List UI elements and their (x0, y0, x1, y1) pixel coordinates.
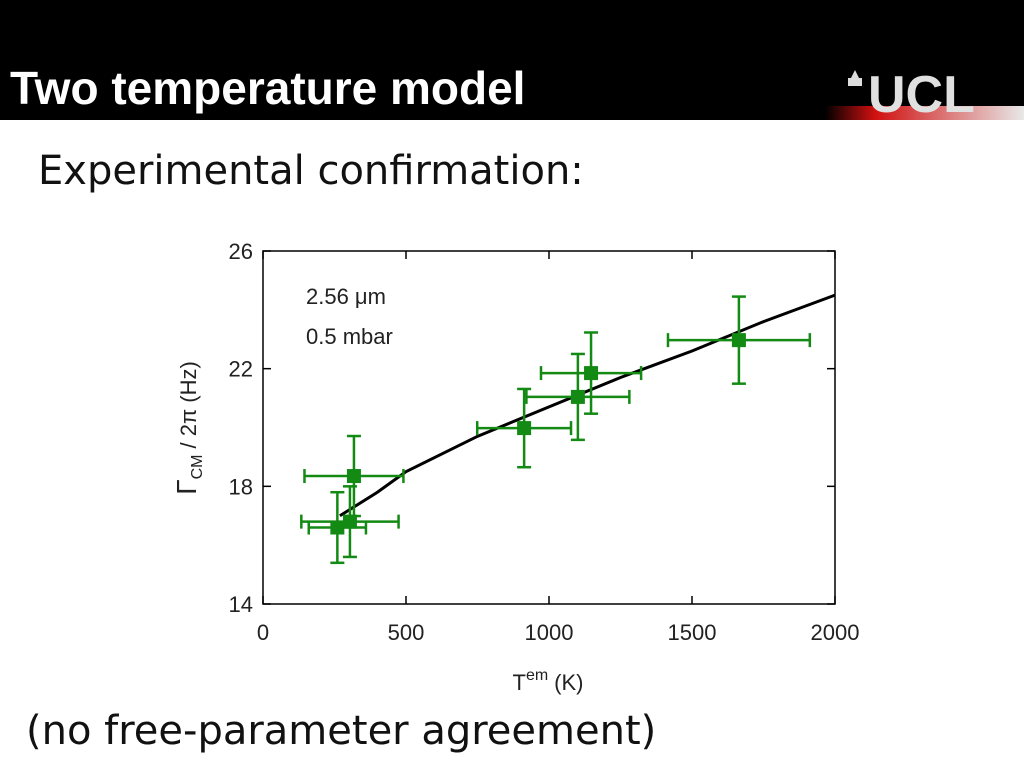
point (584, 366, 599, 381)
x-tick-label: 2000 (811, 620, 860, 645)
footer-note: (no free-parameter agreement) (26, 708, 656, 754)
x-tick-label: 500 (388, 620, 425, 645)
logo-dome (848, 70, 862, 86)
point (330, 520, 345, 535)
x-tick-label: 1000 (525, 620, 574, 645)
y-tick-label: 14 (229, 592, 253, 617)
y-tick-label: 26 (229, 239, 253, 264)
point (570, 389, 585, 404)
point (342, 514, 357, 529)
y-tick-label: 18 (229, 474, 253, 499)
y-label-rest: / 2π (Hz) (176, 361, 201, 448)
fit-curve (339, 293, 836, 518)
x-label-base: T (512, 670, 525, 695)
x-axis-label: Tem (K) (512, 667, 583, 695)
logo: UCL (868, 66, 975, 124)
point (346, 469, 361, 484)
x-tick-label: 1500 (668, 620, 717, 645)
y-label-base: Γ (171, 479, 202, 494)
chart: 0 500 1000 1500 2000 14 18 22 26 Tem (K) ΓCM / 2π (H… (171, 239, 859, 695)
slide-title: Two temperature model (10, 62, 525, 114)
x-tick-label: 0 (257, 620, 269, 645)
annotation: 0.5 mbar (306, 324, 393, 349)
point (517, 421, 532, 436)
y-axis-label: ΓCM / 2π (Hz) (171, 361, 206, 495)
logo-band (825, 106, 1024, 120)
subtitle: Experimental confirmation: (38, 148, 584, 194)
y-tick-label: 22 (229, 357, 253, 382)
y-label-sub: CM (189, 454, 206, 479)
annotation: 2.56 μm (306, 284, 386, 309)
header-band (0, 0, 1024, 120)
point (731, 333, 746, 348)
x-label-sup: em (526, 667, 548, 684)
x-label-unit: (K) (554, 670, 583, 695)
